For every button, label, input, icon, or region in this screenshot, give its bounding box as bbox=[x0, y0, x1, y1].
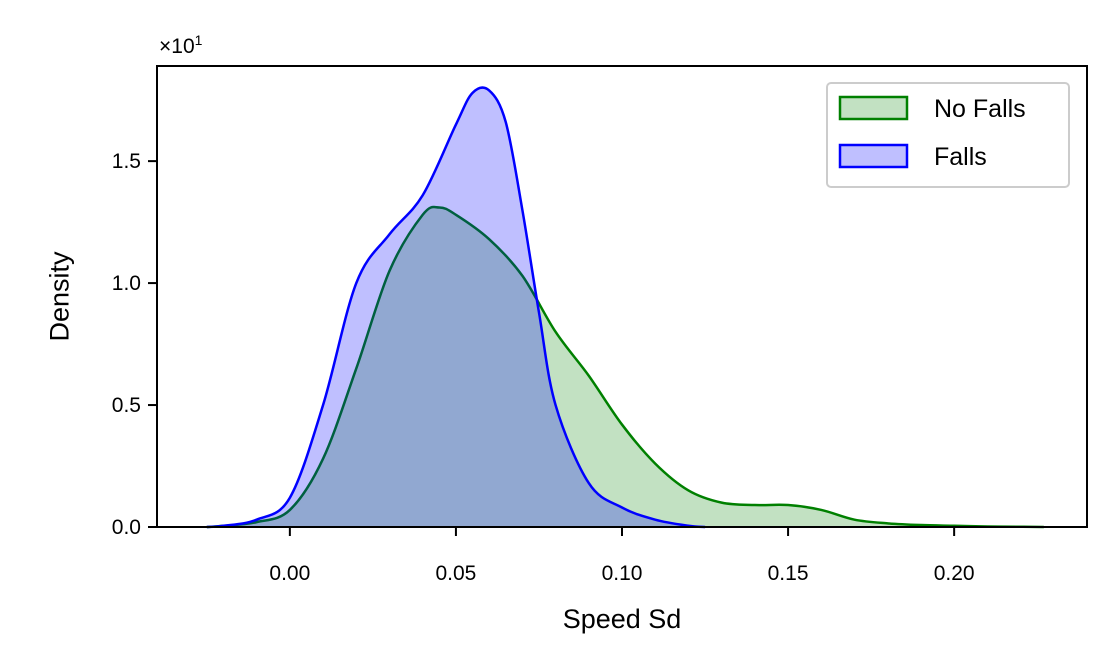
y-tick-label: 1.5 bbox=[112, 150, 141, 173]
legend: No Falls Falls bbox=[826, 82, 1070, 188]
x-axis: 0.00 0.05 0.10 0.15 0.20 bbox=[269, 527, 975, 585]
x-tick-label: 0.00 bbox=[269, 562, 310, 585]
legend-label-no-falls: No Falls bbox=[934, 95, 1026, 123]
y-tick-label: 0.5 bbox=[112, 394, 141, 417]
line-falls bbox=[206, 86, 706, 529]
y-tick-label: 1.0 bbox=[112, 272, 141, 295]
area-no-falls bbox=[206, 206, 1044, 527]
line-no-falls bbox=[206, 205, 1044, 529]
legend-label-falls: Falls bbox=[934, 143, 987, 171]
x-tick-label: 0.15 bbox=[768, 562, 809, 585]
x-tick-label: 0.20 bbox=[934, 562, 975, 585]
y-tick-label: 0.0 bbox=[112, 516, 141, 539]
plot-area bbox=[206, 86, 1044, 529]
y-axis: 0.0 0.5 1.0 1.5 bbox=[112, 150, 157, 539]
x-tick-label: 0.05 bbox=[435, 562, 476, 585]
y-axis-label: Density bbox=[44, 251, 74, 342]
y-axis-offset-exponent: 1 bbox=[195, 32, 203, 48]
legend-swatch-no-falls bbox=[838, 95, 909, 121]
y-axis-offset-label: ×101 bbox=[159, 32, 203, 58]
y-axis-offset-base: ×10 bbox=[159, 35, 195, 58]
x-tick-label: 0.10 bbox=[602, 562, 643, 585]
x-axis-label: Speed Sd bbox=[563, 604, 682, 634]
area-falls bbox=[206, 87, 706, 528]
legend-box bbox=[826, 82, 1070, 188]
legend-swatch-falls bbox=[838, 143, 909, 169]
